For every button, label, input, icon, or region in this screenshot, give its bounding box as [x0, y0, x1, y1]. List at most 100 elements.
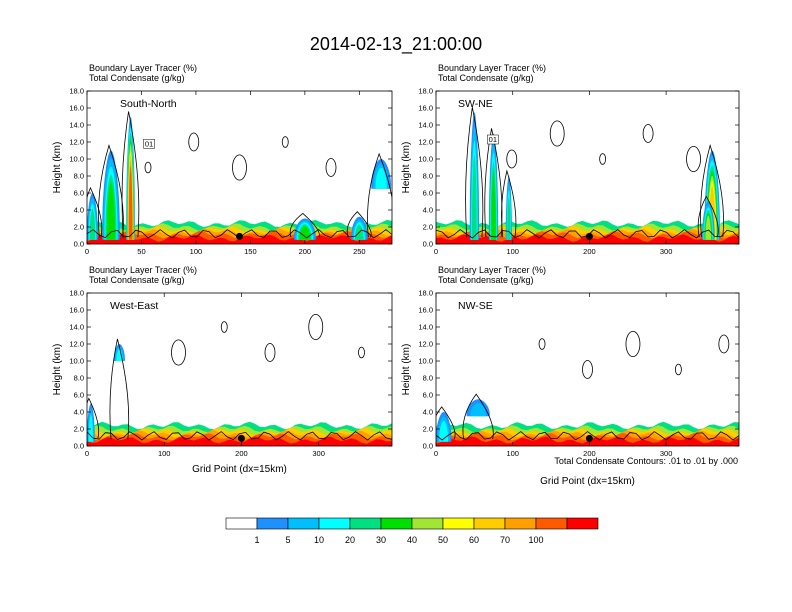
- contour-line: [465, 107, 484, 238]
- colorbar-swatch: [504, 517, 537, 530]
- y-tick-label: 4.0: [423, 408, 433, 417]
- panel-south-north: Boundary Layer Tracer (%)Total Condensat…: [52, 63, 393, 256]
- contour-cell: [675, 363, 682, 376]
- panel-label: West-East: [110, 300, 158, 312]
- y-tick-label: 10.0: [69, 155, 84, 164]
- y-tick-label: 8.0: [74, 172, 84, 181]
- y-tick-label: 2.0: [423, 425, 433, 434]
- panels: Boundary Layer Tracer (%)Total Condensat…: [52, 63, 740, 487]
- x-tick-label: 0: [85, 449, 89, 458]
- subtitle-condensate: Total Condensate (g/kg): [89, 73, 185, 83]
- condensate-contours: [436, 107, 739, 239]
- y-tick-label: 14.0: [418, 121, 433, 130]
- y-tick-label: 6.0: [423, 189, 433, 198]
- subtitle-condensate: Total Condensate (g/kg): [438, 73, 534, 83]
- colorbar-swatch: [287, 517, 320, 530]
- contour-line: [109, 338, 130, 440]
- y-tick-label: 14.0: [69, 121, 84, 130]
- subtitle-condensate: Total Condensate (g/kg): [89, 275, 185, 285]
- subtitle-tracer: Boundary Layer Tracer (%): [89, 265, 197, 275]
- y-axis-label: Height (km): [52, 142, 63, 194]
- colorbar-label: 60: [469, 535, 479, 545]
- colorbar-label: 20: [345, 535, 355, 545]
- subtitle-tracer: Boundary Layer Tracer (%): [438, 265, 546, 275]
- y-axis-label: Height (km): [401, 344, 412, 396]
- y-tick-label: 12.0: [69, 340, 84, 349]
- plume-level: [471, 155, 477, 240]
- surface-band: [87, 436, 392, 446]
- condensate-contours: [87, 111, 392, 239]
- y-tick-label: 16.0: [418, 104, 433, 113]
- contour-cell: [642, 124, 654, 143]
- contour-label-box: [487, 134, 499, 145]
- colorbar: 1 5 10 20 30 40 50 60 70 100: [225, 517, 599, 545]
- contour-cell: [718, 334, 730, 354]
- contour-cell: [599, 153, 607, 165]
- panel-west-east: Boundary Layer Tracer (%)Total Condensat…: [52, 265, 393, 475]
- plume-level: [375, 167, 387, 189]
- y-tick-label: 4.0: [74, 408, 84, 417]
- y-tick-label: 4.0: [74, 206, 84, 215]
- contour-cell: [281, 136, 289, 148]
- colorbar-label: 1: [254, 535, 259, 545]
- panel-label: SW-NE: [458, 98, 493, 110]
- panel-label: South-North: [120, 98, 177, 110]
- contour-cell: [625, 330, 641, 357]
- plume-level: [470, 403, 487, 417]
- x-tick-label: 300: [312, 449, 325, 458]
- y-tick-label: 6.0: [74, 391, 84, 400]
- contour-cell: [188, 132, 200, 152]
- tracer-field: [87, 116, 392, 244]
- contour-line: [346, 211, 372, 238]
- y-axis-label: Height (km): [52, 344, 63, 396]
- contour-line: [697, 195, 719, 238]
- tracer-field: [87, 344, 392, 446]
- colorbar-label: 5: [285, 535, 290, 545]
- y-tick-label: 16.0: [418, 306, 433, 315]
- contour-label: 01: [489, 135, 497, 144]
- colorbar-swatch: [256, 517, 289, 530]
- colorbar-swatch: [535, 517, 568, 530]
- contour-cell: [232, 154, 247, 181]
- colorbar-swatch: [349, 517, 382, 530]
- colorbar-label: 30: [376, 535, 386, 545]
- x-tick-label: 0: [85, 247, 89, 256]
- colorbar-swatch: [225, 517, 258, 530]
- contour-cell: [308, 313, 324, 340]
- y-tick-label: 12.0: [418, 340, 433, 349]
- y-tick-label: 10.0: [69, 357, 84, 366]
- x-tick-label: 300: [660, 449, 673, 458]
- y-tick-label: 4.0: [423, 206, 433, 215]
- contour-line: [501, 169, 517, 238]
- colorbar-label: 100: [528, 535, 543, 545]
- panel-nw-se: Boundary Layer Tracer (%)Total Condensat…: [401, 265, 740, 487]
- contour-cell: [582, 360, 593, 379]
- contour-cell: [686, 145, 701, 172]
- contour-cell: [171, 339, 186, 366]
- colorbar-swatch: [442, 517, 475, 530]
- y-tick-label: 0.0: [423, 442, 433, 451]
- panel-label: NW-SE: [458, 300, 493, 312]
- contour-cell: [506, 149, 518, 169]
- subtitle-tracer: Boundary Layer Tracer (%): [438, 63, 546, 73]
- contour-cell: [538, 338, 546, 350]
- plot-frame: [86, 90, 393, 245]
- x-tick-label: 100: [158, 449, 171, 458]
- colorbar-swatch: [318, 517, 351, 530]
- x-tick-label: 300: [660, 247, 673, 256]
- y-tick-label: 18.0: [418, 289, 433, 298]
- y-tick-label: 6.0: [74, 189, 84, 198]
- plume-level: [299, 226, 311, 240]
- y-tick-label: 16.0: [69, 306, 84, 315]
- y-tick-label: 0.0: [423, 240, 433, 249]
- colorbar-swatch: [473, 517, 506, 530]
- location-marker: [585, 434, 593, 442]
- colorbar-label: 50: [438, 535, 448, 545]
- contour-cell: [144, 161, 152, 174]
- y-tick-label: 2.0: [74, 223, 84, 232]
- y-tick-label: 18.0: [69, 87, 84, 96]
- colorbar-swatch: [566, 517, 599, 530]
- contour-cell: [358, 346, 365, 359]
- y-tick-label: 8.0: [423, 172, 433, 181]
- contour-cell: [264, 343, 276, 362]
